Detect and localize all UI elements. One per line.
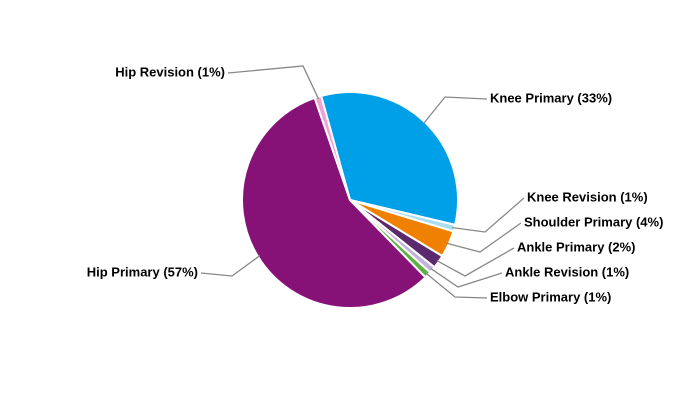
- leader-line: [446, 222, 522, 253]
- leader-line: [422, 96, 488, 125]
- slice-label: Hip Revision (1%): [115, 64, 225, 79]
- slice-label: Hip Primary (57%): [87, 264, 198, 279]
- leader-line: [452, 197, 525, 233]
- slice-label: Elbow Primary (1%): [490, 289, 611, 304]
- slice-label: Shoulder Primary (4%): [524, 214, 663, 229]
- leader-line: [430, 268, 503, 288]
- leader-line: [425, 272, 488, 299]
- slice-label: Knee Primary (33%): [490, 90, 612, 105]
- slice-label: Ankle Primary (2%): [517, 239, 636, 254]
- slice-label: Knee Revision (1%): [527, 189, 648, 204]
- leader-line: [200, 255, 261, 277]
- leader-line: [436, 247, 515, 277]
- leader-line: [227, 65, 320, 100]
- slice-label: Ankle Revision (1%): [505, 264, 629, 279]
